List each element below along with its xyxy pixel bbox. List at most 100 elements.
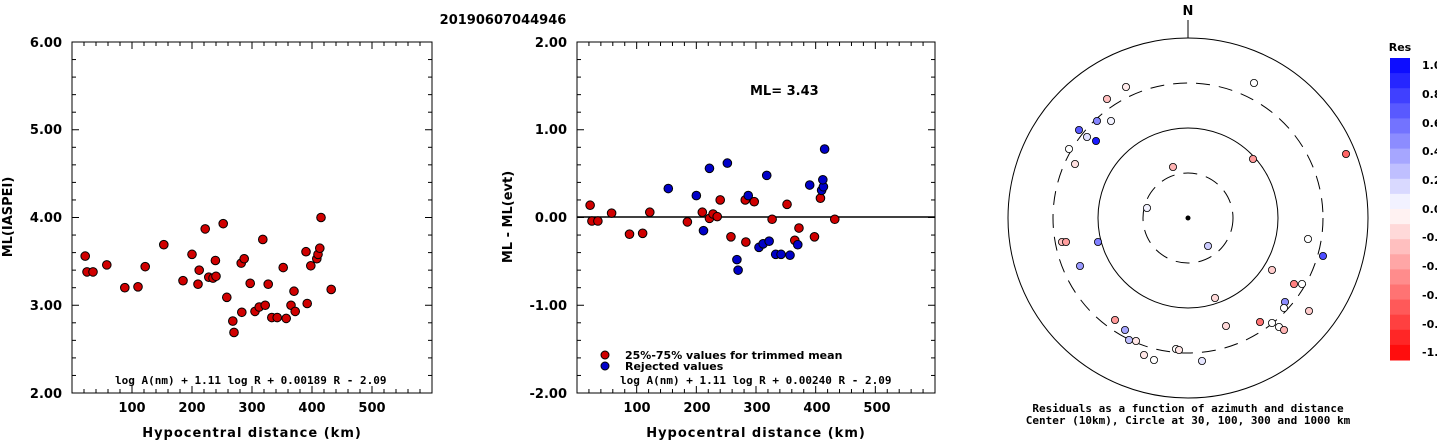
mid-point-s1-16 [804, 180, 815, 190]
mid-formula: log A(nm) + 1.11 log R + 0.00240 R - 2.0… [620, 374, 892, 387]
station-marker-17 [1204, 241, 1213, 250]
station-marker-12 [1342, 149, 1351, 158]
left-point-s0-37 [301, 246, 311, 257]
colorbar: Res 1.0 0.8 0.6 0.4 0.2 0.0 -0.2 -0.4 -0… [1389, 41, 1437, 361]
figure-title: 20190607044946 [440, 13, 567, 28]
left-point-s0-15 [211, 271, 221, 282]
mid-point-s0-4 [624, 229, 635, 239]
station-marker-37 [1140, 350, 1149, 359]
colorbar-cell [1390, 224, 1410, 240]
left-x-axis-label: Hypocentral distance (km) [142, 426, 362, 441]
station-marker-29 [1111, 315, 1120, 324]
colorbar-label-9: -0.8 [1422, 318, 1437, 331]
colorbar-label-5: 0.0 [1422, 203, 1437, 216]
mid-point-s1-19 [819, 144, 830, 154]
left-point-s0-16 [210, 255, 221, 266]
station-marker-6 [1075, 126, 1084, 135]
colorbar-cell [1390, 58, 1410, 74]
colorbar-label-4: 0.2 [1422, 174, 1437, 187]
left-point-s0-4 [120, 282, 130, 293]
left-point-s0-2 [88, 267, 98, 277]
left-point-s0-22 [237, 307, 247, 318]
mid-y-tick-3: 1.00 [535, 123, 567, 138]
station-marker-4 [1107, 117, 1116, 126]
station-marker-11 [1249, 154, 1258, 163]
left-y-tick-2: 4.00 [30, 211, 62, 226]
mid-point-s0-20 [794, 223, 804, 233]
legend-red-marker [600, 350, 610, 360]
station-marker-10 [1169, 162, 1178, 171]
colorbar-cell [1390, 329, 1410, 346]
mid-point-s1-6 [733, 265, 743, 275]
left-point-s0-8 [178, 275, 188, 286]
mid-point-s0-7 [682, 217, 693, 227]
left-point-s0-7 [159, 239, 169, 250]
mid-point-s1-14 [785, 250, 795, 261]
left-point-s0-24 [245, 278, 255, 289]
mid-point-s0-16 [749, 196, 760, 207]
ml-value-label: ML= 3.43 [750, 84, 819, 99]
mid-point-s0-6 [644, 207, 655, 218]
mid-x-axis-label: Hypocentral distance (km) [646, 426, 866, 441]
mid-y-tick-4: 2.00 [535, 36, 567, 51]
mid-y-axis-label: ML - ML(evt) [501, 171, 516, 263]
station-marker-36 [1132, 336, 1141, 345]
legend-red-label: 25%-75% values for trimmed mean [625, 349, 842, 362]
left-y-tick-0: 2.00 [30, 387, 62, 402]
polar-plot: N Residuals as a function of azimuth and… [1007, 4, 1369, 427]
mid-y-tick-1: -1.00 [530, 299, 567, 314]
station-marker-2 [1103, 95, 1112, 104]
ring-1000km [1007, 37, 1369, 399]
colorbar-label-3: 0.4 [1422, 145, 1437, 158]
station-marker-25 [1305, 306, 1314, 315]
colorbar-cell [1390, 344, 1410, 361]
station-marker-7 [1092, 136, 1101, 145]
station-marker-0 [1250, 79, 1259, 88]
north-label: N [1183, 4, 1194, 19]
left-point-s0-31 [272, 312, 283, 323]
left-point-s0-43 [316, 212, 326, 223]
colorbar-cell [1390, 193, 1410, 210]
colorbar-cell [1390, 148, 1410, 165]
left-point-s0-44 [326, 284, 337, 295]
left-x-tick-1: 200 [178, 401, 205, 416]
mid-point-s0-12 [715, 195, 726, 205]
mid-y-tick-0: -2.00 [530, 387, 567, 402]
left-point-s0-35 [289, 286, 299, 297]
colorbar-cell [1390, 239, 1410, 255]
station-marker-30 [1121, 325, 1130, 334]
station-marker-23 [1298, 279, 1307, 288]
colorbar-label-2: 0.6 [1422, 117, 1437, 130]
left-point-s0-39 [306, 260, 316, 271]
mid-point-s0-8 [697, 207, 708, 218]
mid-x-tick-2: 300 [743, 401, 770, 416]
station-marker-34 [1280, 325, 1289, 334]
mid-point-s0-5 [637, 228, 648, 239]
left-point-s0-10 [193, 279, 203, 289]
station-marker-9 [1071, 159, 1080, 168]
mid-x-tick-0: 100 [623, 401, 650, 416]
station-marker-16 [1094, 237, 1103, 246]
station-marker-22 [1290, 279, 1299, 288]
ring-30km [1142, 172, 1234, 264]
colorbar-cell [1390, 163, 1410, 180]
station-marker-8 [1065, 144, 1074, 153]
colorbar-label-8: -0.6 [1422, 289, 1437, 302]
left-x-tick-0: 100 [118, 401, 145, 416]
polar-caption-line1: Residuals as a function of azimuth and d… [1032, 402, 1344, 415]
mid-point-s0-0 [585, 200, 595, 211]
station-marker-27 [1280, 303, 1289, 312]
mid-y-tick-2: 0.00 [535, 211, 567, 226]
station-marker-38 [1150, 355, 1159, 364]
mid-point-s1-2 [698, 225, 709, 236]
ring-100km [1097, 127, 1279, 309]
station-marker-15 [1062, 237, 1071, 246]
left-y-tick-1: 3.00 [30, 299, 62, 314]
ring-300km [1052, 82, 1324, 354]
left-point-s0-17 [218, 218, 228, 229]
mid-point-s0-22 [815, 193, 826, 203]
left-point-s0-36 [290, 306, 301, 317]
mid-x-tick-1: 200 [683, 401, 710, 416]
station-marker-35 [1125, 335, 1134, 344]
